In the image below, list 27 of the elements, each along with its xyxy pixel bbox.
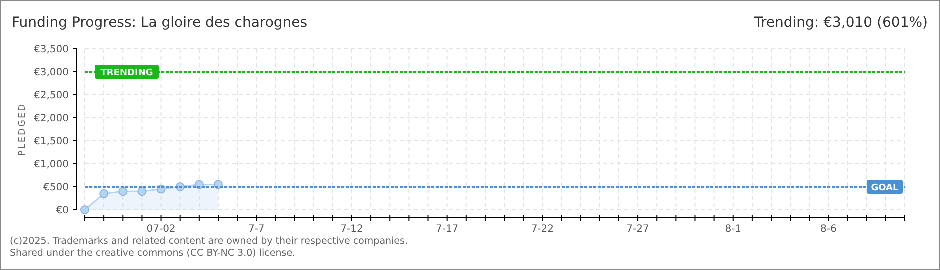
- chart-subtitle: Trending: €3,010 (601%): [753, 15, 928, 31]
- y-tick-label: €500: [44, 182, 69, 194]
- y-tick-label: €2,500: [34, 90, 69, 102]
- y-tick-label: €3,000: [34, 68, 69, 78]
- x-tick-label: 7-27: [626, 224, 650, 235]
- x-tick-label: 7-22: [531, 224, 554, 235]
- point: [118, 187, 128, 196]
- text: (c)2025. Trademarks and related content are owned by their respective companies.: [10, 236, 408, 247]
- y-tick-label: €2,000: [34, 114, 69, 124]
- y-tick-label: €1,500: [34, 136, 69, 148]
- x-tick-label: 7-17: [436, 224, 459, 235]
- ref-line-label: TRENDING: [100, 68, 154, 78]
- point: [138, 187, 147, 196]
- point: [100, 189, 109, 198]
- y-tick-label: €3,500: [34, 44, 69, 56]
- x-tick-label: 8-1: [725, 224, 742, 235]
- y-tick-label: €1,000: [34, 160, 69, 170]
- ref-line-label: GOAL: [871, 184, 900, 194]
- text: Shared under the creative commons (CC BY-NC 3.0) license.: [10, 248, 296, 259]
- x-tick-label: 7-12: [340, 224, 364, 235]
- y-tick-label: €0: [56, 206, 69, 216]
- y-axis-title: PLEDGED: [18, 102, 28, 156]
- x-tick-label: 07-02: [146, 224, 176, 235]
- point: [80, 206, 90, 214]
- x-tick-label: 7-7: [248, 224, 265, 235]
- x-tick-label: 8-6: [820, 224, 837, 235]
- chart-title: Funding Progress: La gloire des charognes: [12, 15, 308, 31]
